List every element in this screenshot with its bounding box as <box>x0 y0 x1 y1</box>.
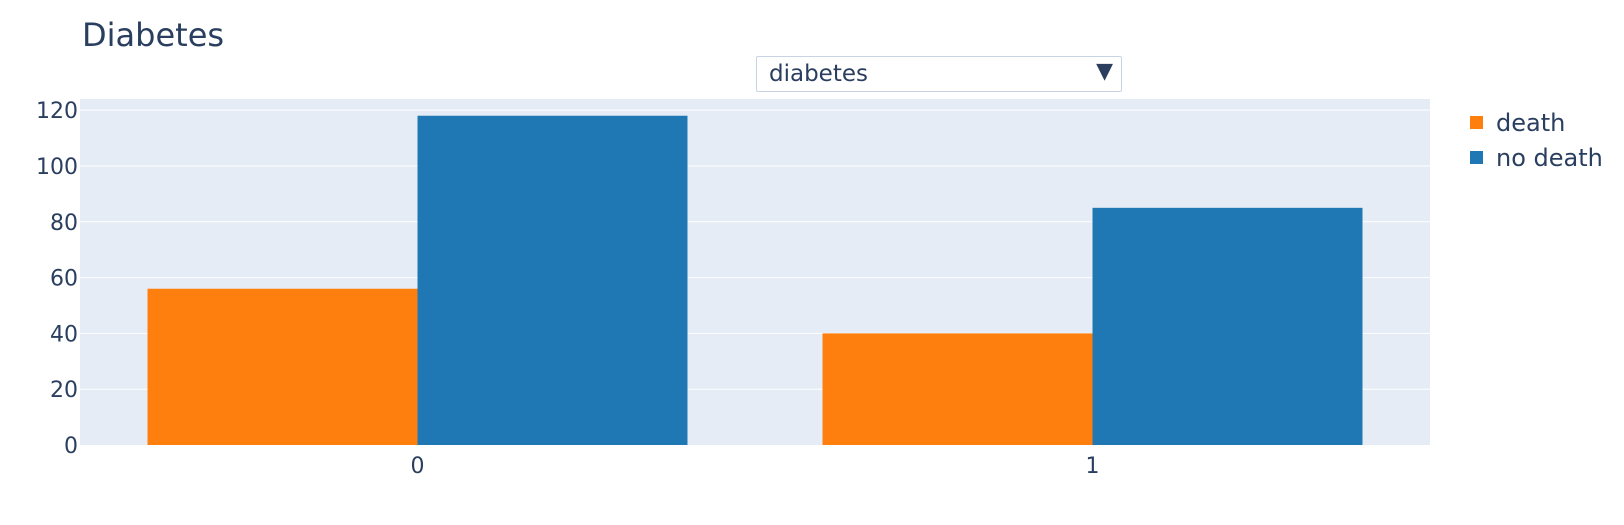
legend-swatch <box>1470 151 1483 164</box>
bars <box>147 115 1363 445</box>
legend-item-no-death[interactable]: no death <box>1470 144 1603 172</box>
bar-death-0[interactable] <box>147 288 418 445</box>
legend-item-death[interactable]: death <box>1470 109 1565 137</box>
y-tick-label: 100 <box>36 155 78 180</box>
dropdown-selected-value: diabetes <box>769 61 868 87</box>
x-tick-label: 0 <box>411 454 425 479</box>
bar-death-1[interactable] <box>822 333 1093 445</box>
y-tick-label: 60 <box>50 267 78 292</box>
variable-dropdown[interactable]: diabetes ▼ <box>756 56 1122 92</box>
legend-label: death <box>1496 109 1565 137</box>
y-tick-label: 120 <box>36 99 78 124</box>
y-tick-label: 40 <box>50 322 78 347</box>
x-tick-label: 1 <box>1086 454 1100 479</box>
bar-no-death-0[interactable] <box>417 115 688 445</box>
legend[interactable]: death no death <box>1470 109 1603 172</box>
legend-label: no death <box>1496 144 1603 172</box>
legend-swatch <box>1470 116 1483 129</box>
y-tick-label: 20 <box>50 378 78 403</box>
y-axis-ticks: 0 20 40 60 80 100 120 <box>36 99 78 459</box>
triangle-down-icon: ▼ <box>1096 59 1113 84</box>
y-tick-label: 80 <box>50 211 78 236</box>
y-tick-label: 0 <box>64 434 78 459</box>
bar-no-death-1[interactable] <box>1092 207 1363 445</box>
chart-title: Diabetes <box>82 16 225 54</box>
